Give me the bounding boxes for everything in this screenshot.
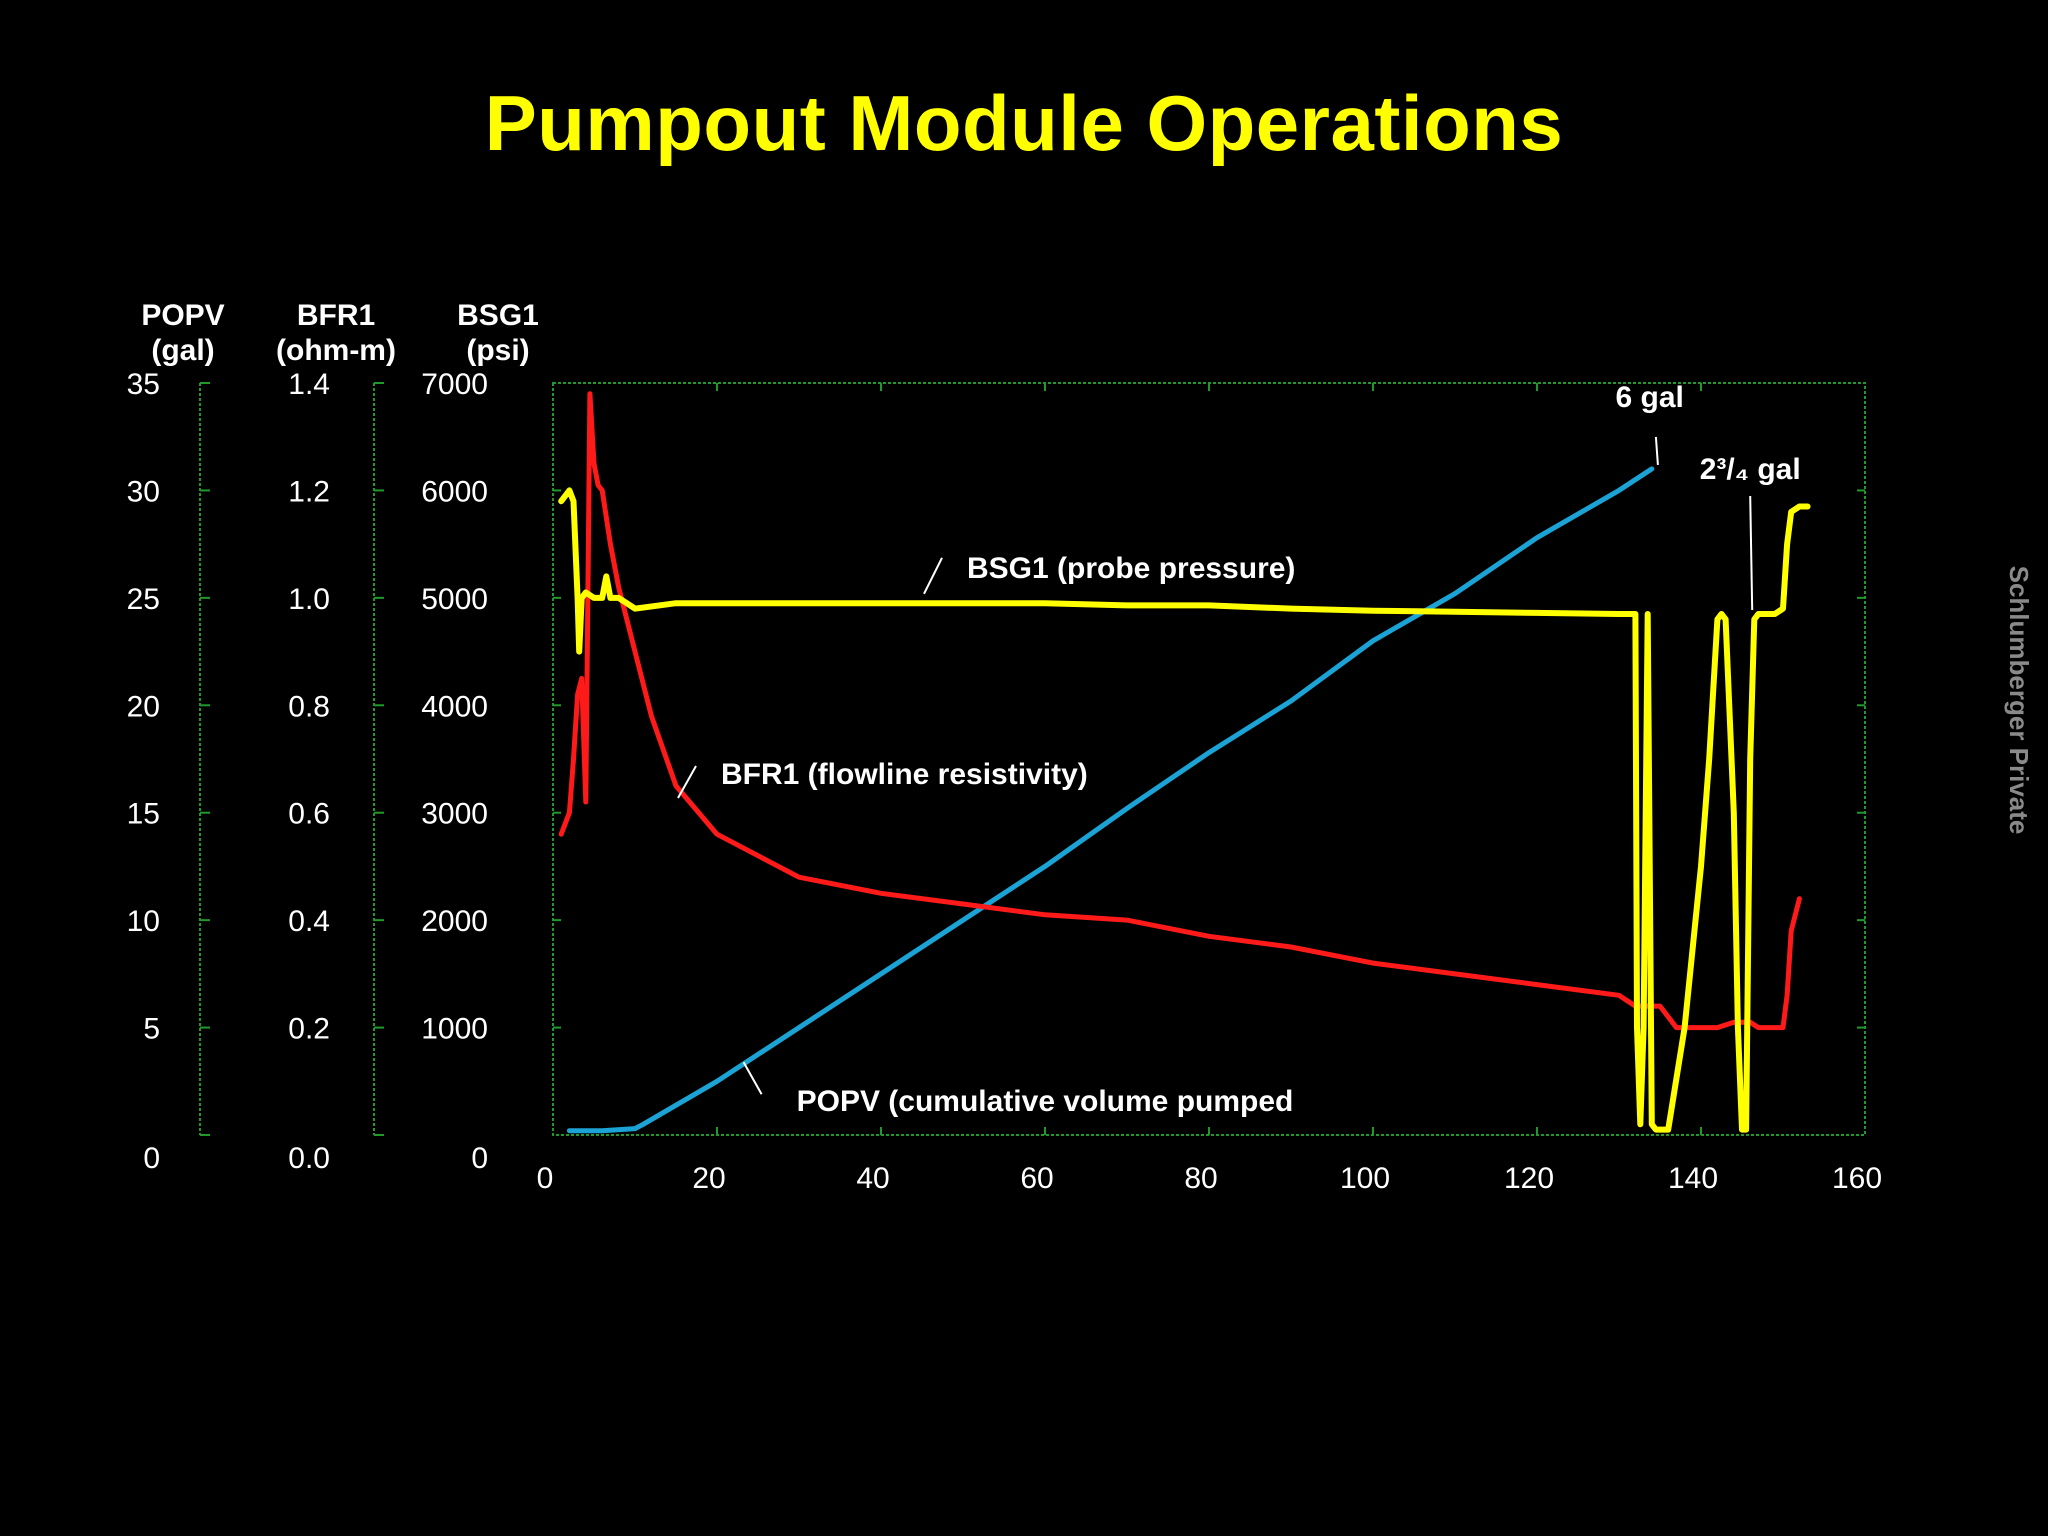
popv-axis-title: POPV [141,299,224,332]
bsg1-tick-label: 0 [471,1142,488,1175]
bsg1-axis-unit: (psi) [466,334,529,367]
bsg1-tick-label: 3000 [421,798,488,831]
annotation-label: 6 gal [1616,381,1684,414]
bfr1-tick-label: 0.4 [288,905,330,938]
bfr1-axis-title: BFR1 [297,299,375,332]
popv-tick-label: 0 [143,1142,160,1175]
bfr1-axis-unit: (ohm-m) [276,334,396,367]
x-tick-label: 80 [1184,1162,1217,1195]
x-tick-label: 40 [856,1162,889,1195]
x-tick-label: 20 [692,1162,725,1195]
bfr1-tick-label: 0.6 [288,798,330,831]
bfr1-tick-label: 0.2 [288,1013,330,1046]
bfr1-series-line [558,391,1802,1031]
annotation-leader [742,1061,763,1095]
bfr1-tick-label: 1.2 [288,475,330,508]
bfr1-tick-label: 0.8 [288,690,330,723]
watermark-label: Schlumberger Private [2004,566,2034,835]
popv-tick-label: 30 [127,475,160,508]
popv-tick-label: 15 [127,798,160,831]
bsg1-tick-label: 4000 [421,690,488,723]
annotation-label: POPV (cumulative volume pumped [797,1085,1294,1118]
bfr1-tick-label: 1.0 [288,583,330,616]
bsg1-tick-label: 5000 [421,583,488,616]
popv-series-line [566,466,1655,1134]
bfr1-tick-label: 0.0 [288,1142,330,1175]
popv-axis-unit: (gal) [151,334,214,367]
x-tick-label: 120 [1504,1162,1554,1195]
bsg1-tick-label: 6000 [421,475,488,508]
popv-tick-label: 10 [127,905,160,938]
annotation-label: 2³/₄ gal [1700,453,1801,486]
slide-title: Pumpout Module Operations [484,79,1564,167]
x-tick-label: 160 [1832,1162,1882,1195]
x-tick-label: 0 [537,1162,554,1195]
bsg1-tick-label: 1000 [421,1013,488,1046]
annotation-leader [923,557,943,595]
bsg1-axis-title: BSG1 [457,299,539,332]
annotation-label: BSG1 (probe pressure) [967,552,1295,585]
bsg1-series-line [558,487,1811,1133]
annotation-leader [1654,436,1659,466]
annotation-label: BFR1 (flowline resistivity) [721,758,1088,791]
bfr1-tick-label: 1.4 [288,368,330,401]
bsg1-tick-label: 2000 [421,905,488,938]
bsg1-tick-label: 7000 [421,368,488,401]
popv-tick-label: 35 [127,368,160,401]
x-tick-label: 60 [1020,1162,1053,1195]
annotation-leader [1749,495,1754,610]
x-tick-label: 100 [1340,1162,1390,1195]
annotation-leader [677,765,697,799]
popv-tick-label: 20 [127,690,160,723]
x-tick-label: 140 [1668,1162,1718,1195]
popv-tick-label: 25 [127,583,160,616]
popv-tick-label: 5 [143,1013,160,1046]
